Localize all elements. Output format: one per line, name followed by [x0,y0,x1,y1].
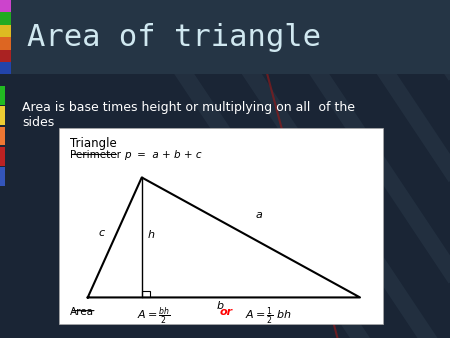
FancyBboxPatch shape [0,0,450,74]
Text: a: a [255,210,262,220]
FancyBboxPatch shape [0,86,5,105]
FancyBboxPatch shape [58,128,382,324]
Text: Area is base times height or multiplying on all  of the
sides: Area is base times height or multiplying… [22,101,356,129]
FancyBboxPatch shape [0,0,11,13]
Text: b: b [217,301,224,311]
FancyBboxPatch shape [0,106,5,125]
Text: $A = \frac{bh}{2}$: $A = \frac{bh}{2}$ [137,306,171,328]
Text: Triangle: Triangle [70,137,117,150]
FancyBboxPatch shape [0,62,11,74]
FancyBboxPatch shape [0,167,5,186]
FancyBboxPatch shape [0,50,11,62]
Text: or: or [219,307,232,317]
Text: h: h [147,230,154,240]
Text: c: c [98,228,104,238]
Text: Perimeter: Perimeter [70,150,121,161]
Text: Area: Area [70,307,94,317]
Text: $A = \frac{1}{2}\ bh$: $A = \frac{1}{2}\ bh$ [245,306,292,328]
FancyBboxPatch shape [0,13,11,25]
FancyBboxPatch shape [0,37,11,50]
Text: Area of triangle: Area of triangle [27,23,321,52]
FancyBboxPatch shape [0,127,5,145]
FancyBboxPatch shape [0,147,5,166]
FancyBboxPatch shape [0,25,11,37]
Text: p  =  a + b + c: p = a + b + c [124,150,202,161]
